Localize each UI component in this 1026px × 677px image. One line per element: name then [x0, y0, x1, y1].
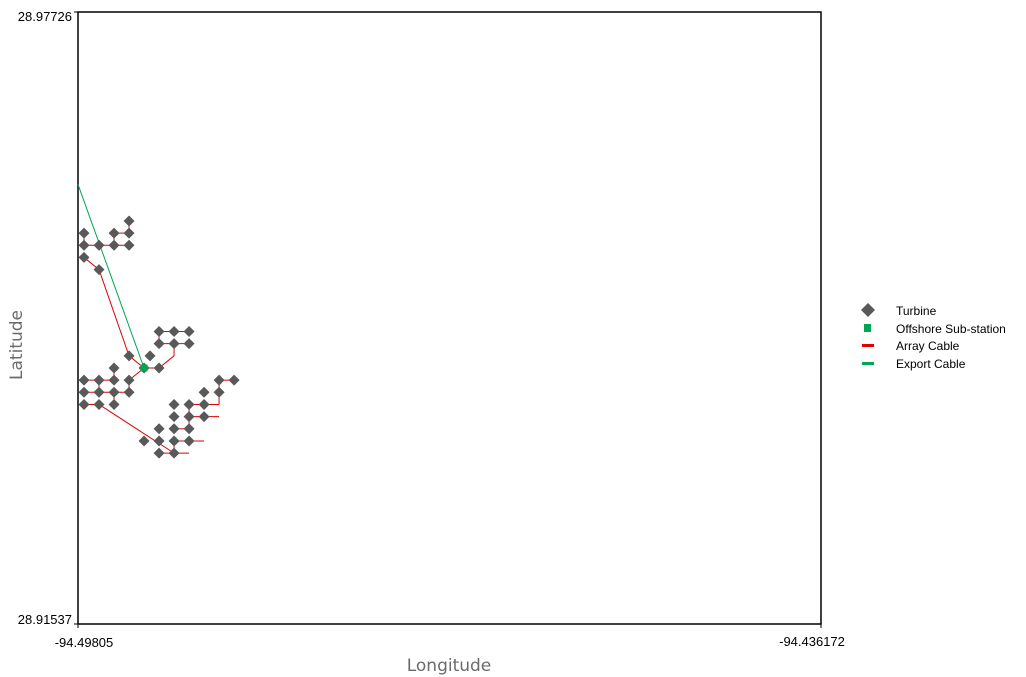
turbine-marker — [183, 435, 195, 447]
plot-area — [77, 11, 822, 625]
array-cable-segment — [98, 404, 175, 454]
legend-turbine-icon — [861, 303, 875, 317]
turbine-marker — [123, 350, 135, 362]
turbine-marker — [168, 325, 180, 337]
turbine-marker — [168, 447, 180, 459]
turbine-marker — [153, 423, 165, 435]
legend-item-array-cable: Array Cable — [862, 339, 960, 353]
x-tick-label-max: -94.436172 — [779, 634, 845, 649]
turbine-marker — [108, 227, 120, 239]
legend-item-substation: Offshore Sub-station — [864, 322, 1006, 336]
turbine-marker — [153, 362, 165, 374]
turbine-marker — [168, 435, 180, 447]
legend-export-cable-icon — [862, 362, 874, 365]
turbine-marker — [213, 386, 225, 398]
turbine-marker — [153, 325, 165, 337]
legend-array-cable-icon — [862, 344, 874, 347]
turbine-marker — [198, 411, 210, 423]
export-cable-line — [77, 184, 145, 369]
turbine-marker — [78, 227, 90, 239]
x-axis-title: Longitude — [407, 656, 492, 676]
turbine-marker — [168, 338, 180, 350]
legend-item-export-cable: Export Cable — [862, 357, 966, 371]
turbine-marker — [108, 398, 120, 410]
turbine-marker — [183, 423, 195, 435]
legend-label-array-cable: Array Cable — [896, 339, 960, 353]
turbine-marker — [168, 398, 180, 410]
turbine-marker — [123, 215, 135, 227]
legend-label-export-cable: Export Cable — [896, 357, 966, 371]
turbine-marker — [138, 435, 150, 447]
turbine-marker — [198, 398, 210, 410]
legend-item-turbine: Turbine — [861, 303, 937, 318]
turbine-marker — [168, 411, 180, 423]
legend-substation-icon — [864, 324, 871, 332]
export-cable-layer — [77, 184, 145, 369]
turbine-marker — [123, 239, 135, 251]
y-tick-label-max: 28.97726 — [18, 9, 72, 24]
turbine-marker — [183, 325, 195, 337]
turbine-marker — [108, 386, 120, 398]
turbine-marker — [93, 398, 105, 410]
y-tick-label-min: 28.91537 — [18, 612, 72, 627]
turbine-marker — [183, 338, 195, 350]
y-axis-title: Latitude — [7, 310, 27, 380]
turbine-marker — [183, 411, 195, 423]
turbine-marker — [78, 251, 90, 263]
turbine-marker — [168, 423, 180, 435]
turbine-marker — [93, 264, 105, 276]
substation-marker — [140, 364, 148, 372]
turbine-marker — [93, 239, 105, 251]
turbine-marker — [78, 239, 90, 251]
turbine-marker — [153, 435, 165, 447]
turbine-marker — [108, 362, 120, 374]
array-cable-segment — [98, 269, 130, 356]
turbine-marker — [108, 374, 120, 386]
turbine-marker — [93, 386, 105, 398]
turbine-marker — [144, 350, 156, 362]
legend: Turbine Offshore Sub-station Array Cable… — [861, 303, 1006, 371]
turbine-marker — [228, 374, 240, 386]
turbine-marker — [198, 386, 210, 398]
turbine-marker — [153, 338, 165, 350]
turbine-marker — [123, 227, 135, 239]
turbine-marker — [213, 374, 225, 386]
turbine-marker — [153, 447, 165, 459]
legend-label-turbine: Turbine — [896, 304, 937, 318]
turbine-marker — [93, 374, 105, 386]
x-tick-label-min: -94.49805 — [55, 635, 114, 650]
turbine-marker — [123, 374, 135, 386]
legend-label-substation: Offshore Sub-station — [896, 322, 1006, 336]
turbine-marker — [108, 239, 120, 251]
turbine-marker — [78, 386, 90, 398]
marker-layer — [78, 215, 240, 459]
turbine-marker — [183, 398, 195, 410]
turbine-marker — [123, 386, 135, 398]
turbine-marker — [78, 374, 90, 386]
turbine-marker — [78, 398, 90, 410]
